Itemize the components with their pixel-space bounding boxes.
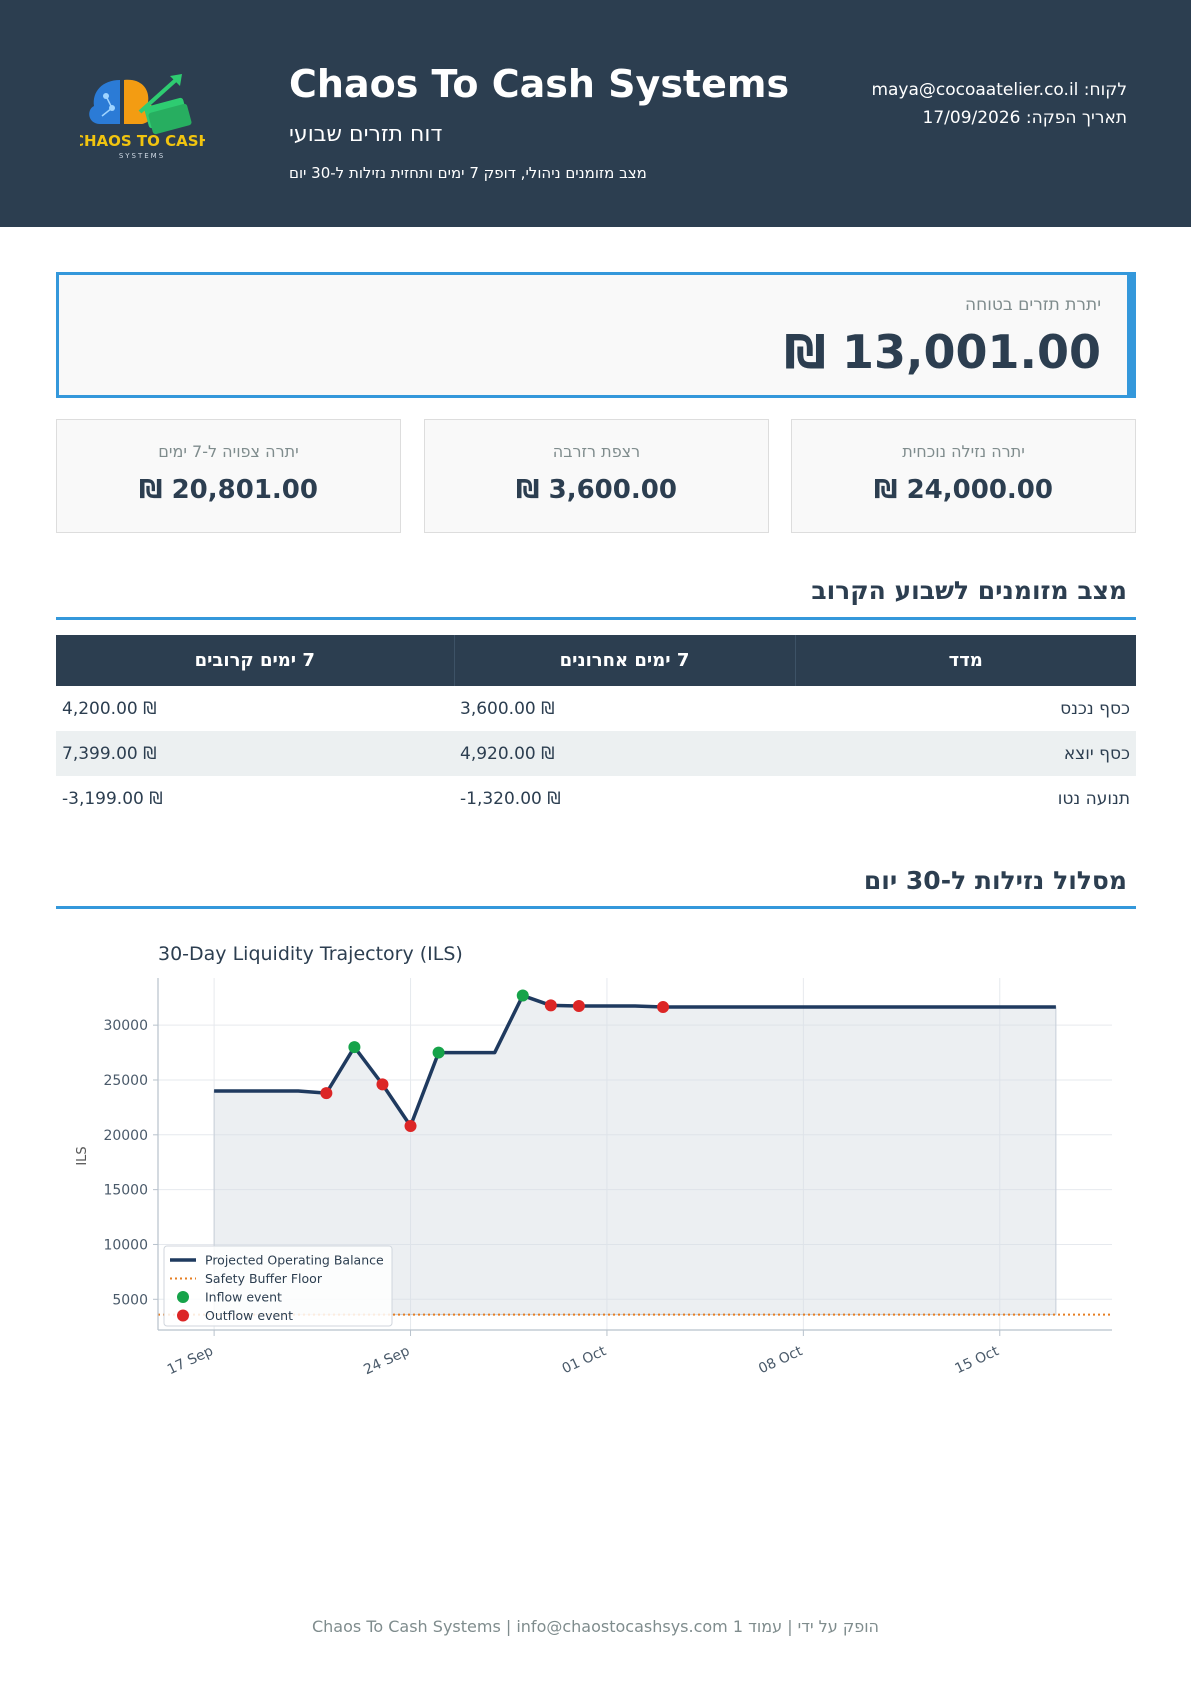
- y-tick-label: 5000: [112, 1292, 148, 1308]
- row-metric: כסף נכנס: [1060, 698, 1130, 719]
- column-header-metric: מדד: [794, 635, 1136, 686]
- trajectory-section-title: מסלול נזילות ל-30 יום: [863, 866, 1127, 895]
- money-icon: [138, 74, 192, 135]
- y-tick-label: 30000: [103, 1018, 148, 1034]
- weekly-section-rule: [56, 617, 1136, 620]
- table-row: תנועה נטו -1,320.00 ₪ -3,199.00 ₪: [56, 776, 1136, 821]
- inflow-point: [348, 1041, 361, 1054]
- brain-icon: [89, 79, 153, 124]
- trajectory-section-rule: [56, 906, 1136, 909]
- row-metric: תנועה נטו: [1057, 788, 1130, 809]
- kpi-value: 20,801.00 ₪: [139, 475, 318, 505]
- chart-marks: [158, 989, 1112, 1316]
- issue-date-label: תאריך הפקה:: [1025, 108, 1127, 128]
- legend-box: [163, 1245, 393, 1327]
- y-tick-label: 15000: [103, 1183, 148, 1199]
- logo-subtext: SYSTEMS: [119, 152, 165, 160]
- issue-date-line: תאריך הפקה: 17/09/2026: [871, 104, 1127, 132]
- kpi-label: יתרה צפויה ל-7 ימים: [158, 442, 299, 461]
- x-tick-label: 15 Oct: [953, 1343, 1002, 1377]
- column-header-next7: 7 ימים קרובים: [56, 635, 454, 686]
- report-title: דוח תזרים שבועי: [289, 122, 443, 147]
- chart-legend: Projected Operating Balance Safety Buffer…: [163, 1245, 393, 1327]
- row-next7: 4,200.00 ₪: [62, 698, 157, 719]
- safe-balance-value: 13,001.00 ₪: [784, 325, 1101, 379]
- kpi-card-reserve-floor: רצפת רזרבה 3,600.00 ₪: [424, 419, 769, 533]
- safe-balance-card: יתרת תזרים בטוחה 13,001.00 ₪: [56, 272, 1136, 398]
- customer-line: לקוח: maya@cocoaatelier.co.il: [871, 76, 1127, 104]
- customer-label: לקוח:: [1083, 80, 1127, 100]
- weekly-section-title: מצב מזומנים לשבוע הקרוב: [811, 576, 1127, 605]
- page-footer: Chaos To Cash Systems | info@chaostocash…: [0, 1617, 1191, 1636]
- table-row: כסף יוצא 4,920.00 ₪ 7,399.00 ₪: [56, 731, 1136, 776]
- y-axis-label: ILS: [75, 1146, 90, 1165]
- report-meta: לקוח: maya@cocoaatelier.co.il תאריך הפקה…: [871, 76, 1127, 132]
- row-last7: -1,320.00 ₪: [460, 788, 561, 809]
- x-tick-label: 01 Oct: [560, 1343, 609, 1377]
- liquidity-chart: 30-Day Liquidity Trajectory (ILS) ILS 50…: [75, 943, 1112, 1378]
- safe-balance-label: יתרת תזרים בטוחה: [965, 295, 1101, 315]
- y-tick-label: 10000: [103, 1237, 148, 1253]
- column-header-last7: 7 ימים אחרונים: [453, 635, 795, 686]
- kpi-label: רצפת רזרבה: [552, 442, 641, 461]
- kpi-label: יתרה נזילה נוכחית: [902, 442, 1025, 461]
- row-next7: -3,199.00 ₪: [62, 788, 163, 809]
- row-metric: כסף יוצא: [795, 731, 1136, 776]
- chart-axes: 5000 10000 15000 20000 25000 30000 17 Sep 24 Se…: [103, 978, 1112, 1378]
- company-name: Chaos To Cash Systems: [289, 62, 790, 106]
- x-tick-label: 24 Sep: [361, 1343, 412, 1378]
- report-header: CHAOS TO CASH SYSTEMS Chaos To Cash Syst…: [0, 0, 1191, 227]
- table-header-row: מדד 7 ימים אחרונים 7 ימים קרובים: [56, 635, 1136, 686]
- row-last7: 4,920.00 ₪: [454, 731, 795, 776]
- legend-swatch-event: [177, 1309, 189, 1322]
- legend-label: Safety Buffer Floor: [205, 1271, 323, 1286]
- row-last7: 3,600.00 ₪: [460, 698, 555, 719]
- legend-label: Projected Operating Balance: [205, 1253, 384, 1268]
- legend-swatch-event: [177, 1291, 189, 1303]
- y-tick-label: 20000: [103, 1128, 148, 1144]
- row-next7: 7,399.00 ₪: [56, 731, 454, 776]
- footer-page: הופק על ידי | עמוד 1: [732, 1617, 879, 1636]
- kpi-value: 3,600.00 ₪: [516, 475, 677, 505]
- balance-line: [214, 993, 1056, 1128]
- kpi-value: 24,000.00 ₪: [874, 475, 1053, 505]
- outflow-point: [572, 999, 585, 1012]
- outflow-point: [404, 1120, 417, 1133]
- inflow-point: [432, 1046, 445, 1059]
- legend-label: Inflow event: [205, 1290, 282, 1305]
- footer-contact: Chaos To Cash Systems | info@chaostocash…: [311, 1617, 728, 1636]
- report-description: מצב מזומנים ניהולי, דופק 7 ימים ותחזית נ…: [289, 164, 647, 182]
- table-row: כסף נכנס 3,600.00 ₪ 4,200.00 ₪: [56, 686, 1136, 731]
- chart-title: 30-Day Liquidity Trajectory (ILS): [158, 943, 463, 965]
- outflow-point: [657, 1001, 670, 1014]
- issue-date-value: 17/09/2026: [922, 108, 1021, 128]
- x-tick-label: 08 Oct: [756, 1343, 805, 1377]
- x-tick-label: 17 Sep: [165, 1343, 216, 1378]
- y-tick-label: 25000: [103, 1073, 148, 1089]
- outflow-point: [320, 1087, 333, 1100]
- logo-wordmark: CHAOS TO CASH: [80, 132, 205, 150]
- customer-email: maya@cocoaatelier.co.il: [871, 80, 1079, 100]
- kpi-card-projected-7d: יתרה צפויה ל-7 ימים 20,801.00 ₪: [56, 419, 401, 533]
- legend-label: Outflow event: [205, 1308, 293, 1323]
- brand-logo: CHAOS TO CASH SYSTEMS: [80, 74, 205, 160]
- outflow-point: [376, 1078, 389, 1091]
- kpi-card-current-liquid: יתרה נזילה נוכחית 24,000.00 ₪: [791, 419, 1136, 533]
- inflow-point: [516, 989, 529, 1002]
- outflow-point: [544, 999, 557, 1012]
- weekly-cash-table: מדד 7 ימים אחרונים 7 ימים קרובים כסף נכנ…: [56, 635, 1136, 821]
